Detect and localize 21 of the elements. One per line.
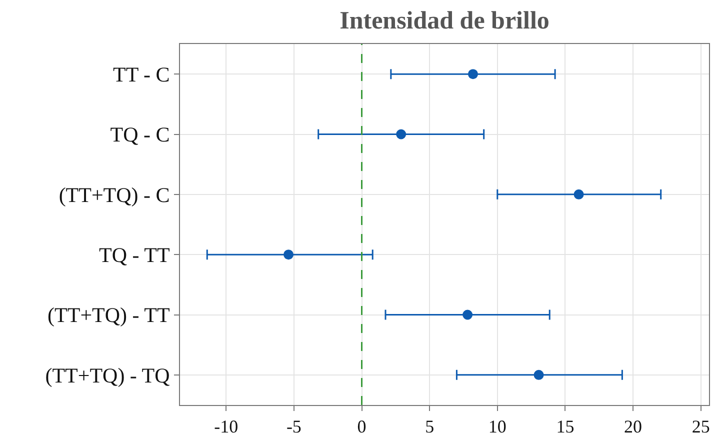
x-tick-label: 0 — [357, 416, 366, 437]
x-tick-label: -10 — [214, 416, 238, 437]
x-tick-label: 10 — [488, 416, 506, 437]
x-tick-label: 15 — [556, 416, 574, 437]
y-tick-label: TQ - TT — [99, 242, 170, 267]
x-tick-label: 20 — [624, 416, 642, 437]
point — [462, 310, 473, 320]
x-tick-label: 5 — [425, 416, 434, 437]
y-tick-label: TT - C — [113, 62, 170, 86]
point — [396, 129, 406, 140]
chart-title: Intensidad de brillo — [340, 7, 550, 34]
x-tick-label: -5 — [286, 416, 302, 437]
point — [534, 370, 544, 380]
point — [468, 69, 478, 80]
y-tick-label: (TT+TQ) - TT — [48, 303, 170, 328]
point — [284, 250, 294, 260]
y-tick-label: TQ - C — [110, 122, 170, 147]
y-tick-label: (TT+TQ) - TQ — [45, 363, 170, 388]
point — [574, 189, 584, 200]
y-tick-label: (TT+TQ) - C — [58, 182, 170, 207]
x-tick-label: 25 — [692, 416, 710, 437]
